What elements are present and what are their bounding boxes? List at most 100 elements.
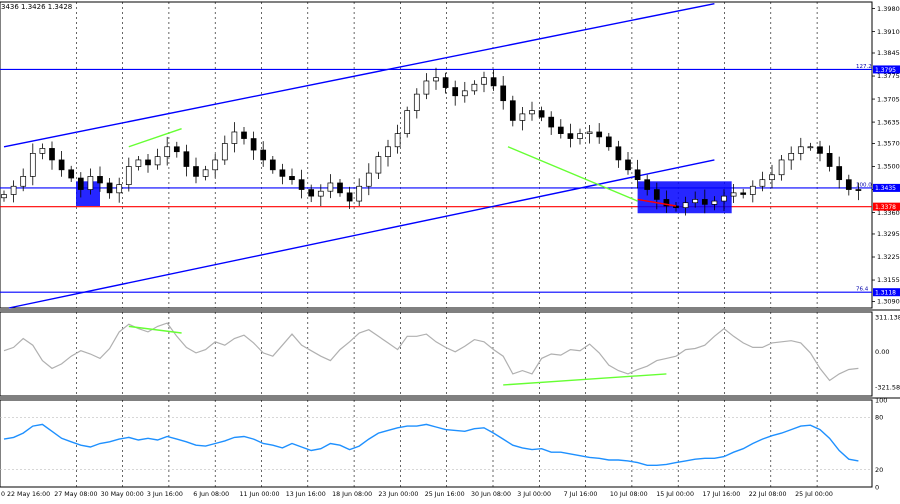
candle-body: [327, 182, 334, 192]
candle-body: [778, 159, 785, 176]
candle-body: [644, 179, 651, 190]
candle-body: [836, 166, 843, 181]
candle-body: [481, 77, 487, 85]
candle-body: [125, 166, 132, 185]
candle-body: [855, 189, 862, 191]
x-tick-label: 11 Jun 00:00: [240, 491, 280, 498]
candle-body: [404, 110, 411, 134]
candle-body: [212, 159, 219, 171]
candle-body: [269, 159, 276, 171]
candle-body: [164, 146, 171, 157]
candle-body: [740, 192, 747, 195]
candle-body: [154, 156, 161, 166]
candle-body: [490, 77, 497, 87]
candle-body: [337, 182, 343, 194]
candle-body: [346, 192, 353, 202]
x-tick-label: 22 Jul 08:00: [749, 491, 787, 498]
candle-body: [538, 110, 545, 118]
candle-body: [413, 93, 420, 111]
candle-body: [442, 77, 449, 88]
candle-body: [509, 100, 516, 121]
candle-body: [759, 179, 766, 187]
candle-body: [701, 199, 708, 205]
candle-body: [519, 113, 526, 121]
y-tick-label: 1.3155: [877, 276, 900, 284]
x-tick-label: 13 Jun 16:00: [286, 491, 326, 498]
candle-body: [471, 83, 478, 92]
level-label: 100.0: [856, 182, 872, 188]
candle-body: [423, 80, 430, 95]
candle-body: [845, 179, 852, 190]
candle-body: [20, 176, 27, 187]
rsi-line: [3, 423, 859, 466]
header-ohlc-text: 3436 1.3426 1.3428: [1, 3, 72, 11]
rsi-tick-label: 80: [875, 414, 883, 422]
candle-body: [529, 110, 535, 115]
candle-body: [193, 166, 199, 177]
candle-body: [663, 199, 670, 207]
highlight-box: [637, 181, 732, 214]
rsi-panel-frame: [0, 399, 873, 488]
candle-body: [596, 131, 603, 138]
candle-body: [730, 192, 737, 197]
candle-body: [797, 146, 804, 154]
candle-body: [260, 149, 267, 161]
x-tick-label: 30 May 00:00: [101, 491, 144, 498]
cci-trend-line: [503, 373, 667, 386]
candle-body: [279, 169, 286, 177]
candle-body: [135, 159, 142, 167]
x-tick-label: 3 Jul 00:00: [517, 491, 551, 498]
cci-panel-frame: [0, 311, 873, 397]
level-value-label: 1.3435: [875, 185, 896, 192]
price-trend-line: [507, 146, 638, 202]
x-tick-label: 30 Jun 08:00: [471, 491, 511, 498]
x-tick-label: 6 Jun 08:00: [193, 491, 229, 498]
level-value-box: [873, 288, 900, 297]
candle-body: [385, 146, 391, 157]
level-value-box: [873, 65, 900, 74]
candle-body: [39, 148, 46, 154]
cci-tick-label: 0.00: [875, 348, 889, 356]
candle-body: [1, 194, 7, 199]
candle-body: [577, 133, 583, 139]
y-tick-label: 1.3775: [877, 72, 900, 80]
candle-body: [788, 153, 795, 161]
candle-body: [625, 159, 631, 171]
y-tick-label: 1.3295: [877, 230, 900, 238]
rsi-tick-label: 0: [875, 483, 879, 491]
y-tick-label: 1.3570: [877, 140, 900, 148]
candle-body: [817, 146, 823, 154]
cci-tick-label: -321.584: [875, 384, 900, 392]
candle-body: [586, 131, 593, 134]
rsi-tick-label: 20: [875, 466, 883, 474]
candle-body: [461, 90, 468, 97]
candle-body: [452, 87, 459, 97]
cci-trend-line: [128, 325, 182, 334]
candle-body: [634, 169, 641, 181]
candle-body: [77, 177, 84, 190]
candle-body: [145, 159, 151, 166]
y-tick-label: 1.3845: [877, 49, 900, 57]
y-tick-label: 1.3910: [877, 28, 900, 36]
candle-body: [250, 138, 257, 151]
candle-body: [97, 176, 103, 184]
price-panel-frame: [0, 1, 873, 309]
cci-tick-label: 311.138: [875, 314, 900, 322]
candle-body: [317, 190, 324, 197]
y-tick-label: 1.3980: [877, 5, 900, 13]
x-tick-label: 27 May 08:00: [54, 491, 97, 498]
candle-body: [231, 131, 238, 144]
y-tick-label: 1.3090: [877, 298, 900, 306]
candle-body: [356, 185, 363, 202]
x-tick-label: 7 Jul 16:00: [564, 491, 598, 498]
candle-body: [49, 148, 55, 161]
candle-body: [394, 133, 401, 148]
candle-body: [241, 131, 247, 139]
x-tick-label: 10 Jul 08:00: [610, 491, 648, 498]
candle-body: [615, 146, 622, 161]
price-trend-line: [637, 198, 677, 207]
level-value-box: [873, 183, 900, 192]
level-value-label: 1.3378: [875, 204, 896, 211]
candle-body: [807, 146, 814, 149]
candle-body: [711, 200, 718, 205]
